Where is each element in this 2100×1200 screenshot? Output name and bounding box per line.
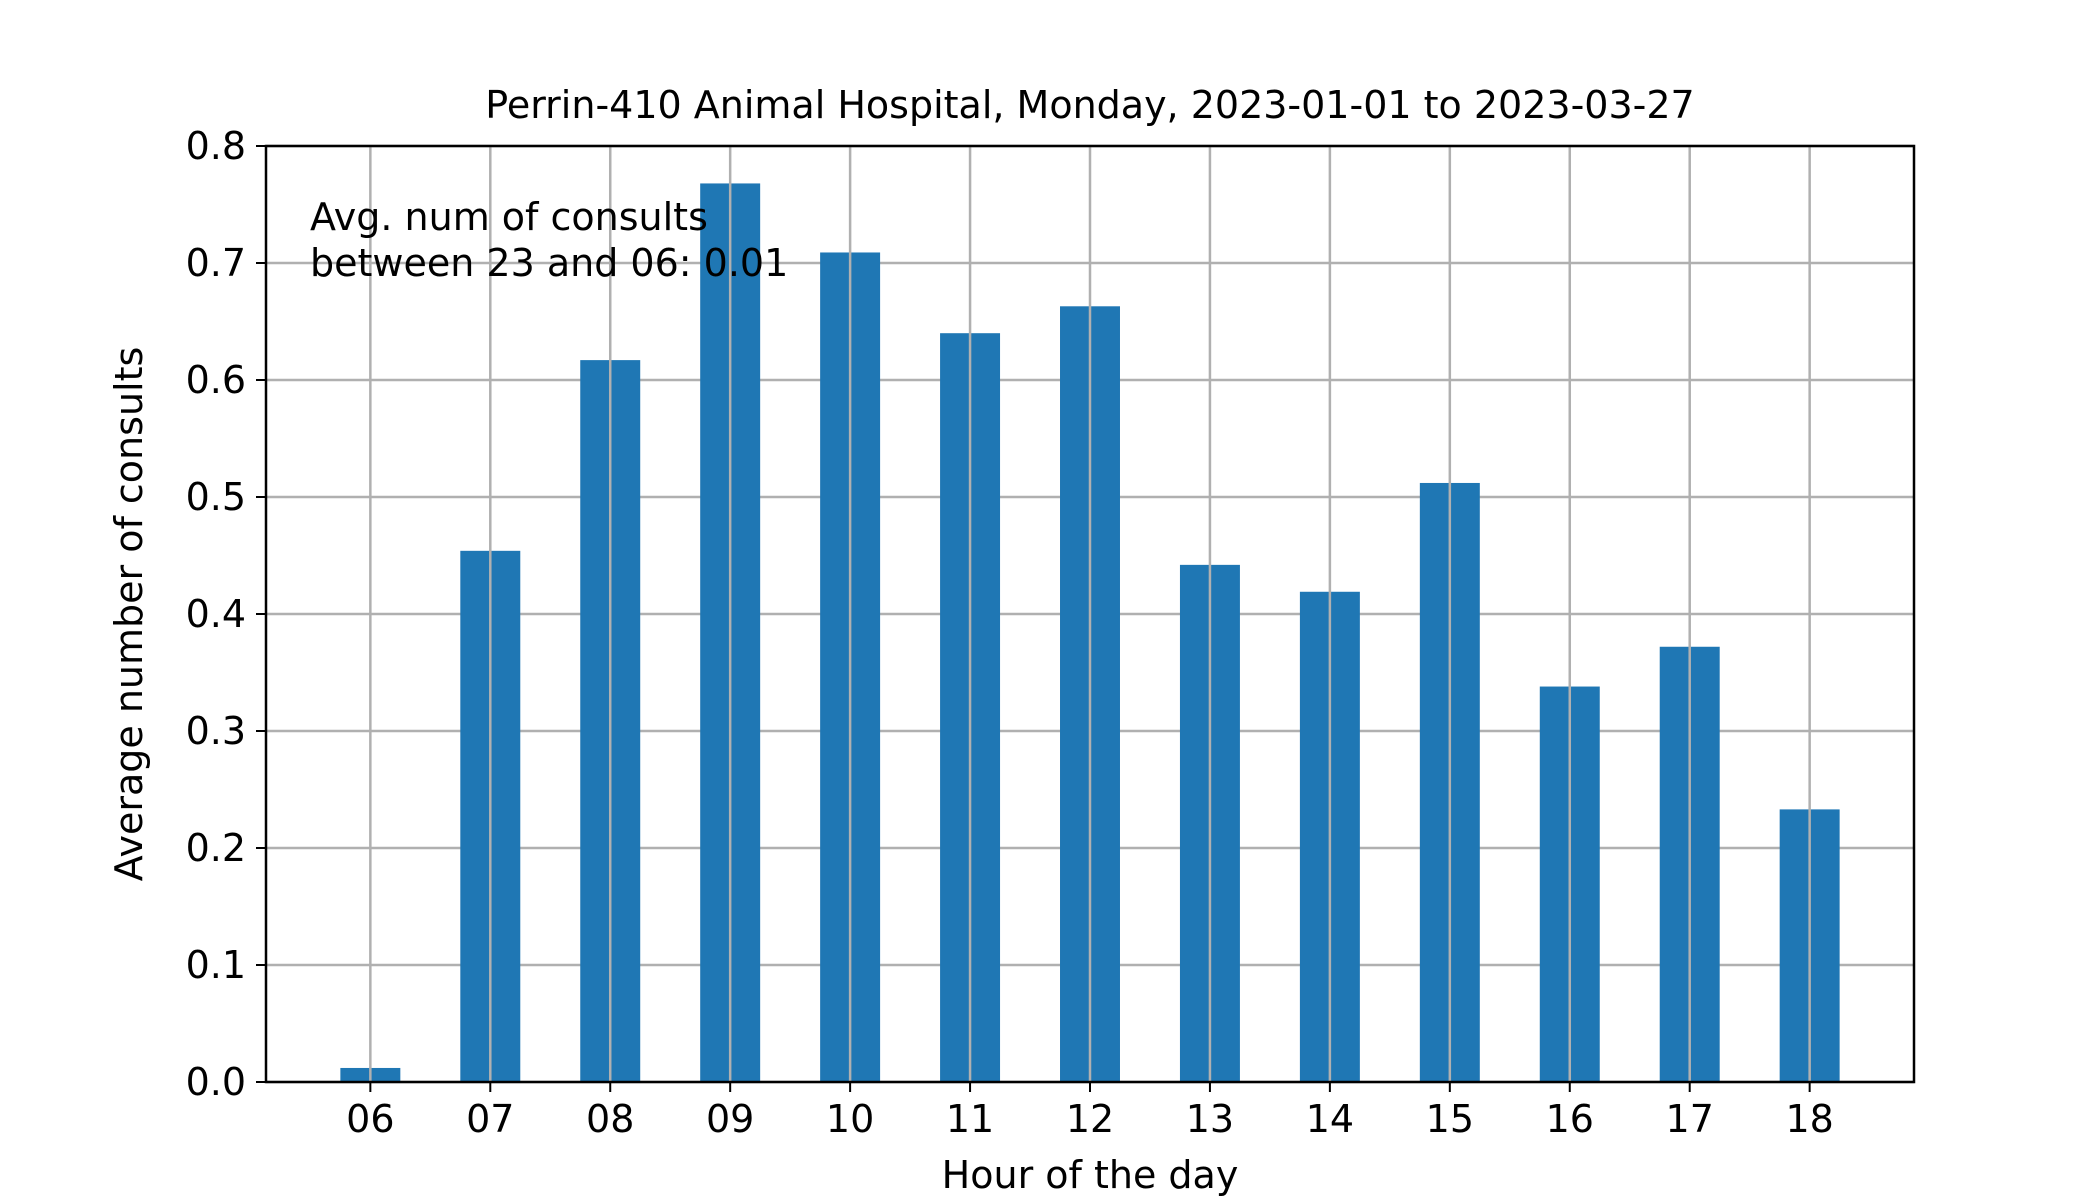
y-tick-label: 0.5 (186, 475, 246, 519)
x-tick-label: 15 (1426, 1097, 1474, 1141)
x-tick-label: 11 (946, 1097, 994, 1141)
y-tick-label: 0.3 (186, 709, 246, 753)
annotation-line-1: Avg. num of consults (310, 195, 708, 239)
chart-title: Perrin-410 Animal Hospital, Monday, 2023… (485, 83, 1694, 127)
y-tick-label: 0.7 (186, 241, 246, 285)
x-tick-label: 06 (346, 1097, 394, 1141)
y-tick-label: 0.6 (186, 358, 246, 402)
x-tick-label: 09 (706, 1097, 754, 1141)
y-tick-label: 0.8 (186, 124, 246, 168)
vertical-grid-lines (369, 146, 1811, 1082)
y-tick-label: 0.2 (186, 826, 246, 870)
x-tick-label: 08 (586, 1097, 634, 1141)
x-axis-label: Hour of the day (942, 1153, 1239, 1197)
x-tick-label: 16 (1546, 1097, 1594, 1141)
x-tick-label: 14 (1306, 1097, 1354, 1141)
x-tick-label: 07 (466, 1097, 514, 1141)
y-axis-label: Average number of consults (107, 347, 151, 882)
annotation-line-2: between 23 and 06: 0.01 (310, 241, 788, 285)
y-tick-label: 0.0 (186, 1060, 246, 1104)
x-tick-label: 17 (1666, 1097, 1714, 1141)
x-tick-label: 18 (1785, 1097, 1833, 1141)
y-tick-label: 0.1 (186, 943, 246, 987)
x-tick-label: 10 (826, 1097, 874, 1141)
x-tick-label: 12 (1066, 1097, 1114, 1141)
x-axis-ticks: 06 07 08 09 10 11 12 13 14 15 16 17 18 (346, 1082, 1834, 1141)
y-axis-ticks: 0.0 0.1 0.2 0.3 0.4 0.5 0.6 0.7 0.8 (186, 124, 266, 1104)
y-tick-label: 0.4 (186, 592, 246, 636)
x-tick-label: 13 (1186, 1097, 1234, 1141)
